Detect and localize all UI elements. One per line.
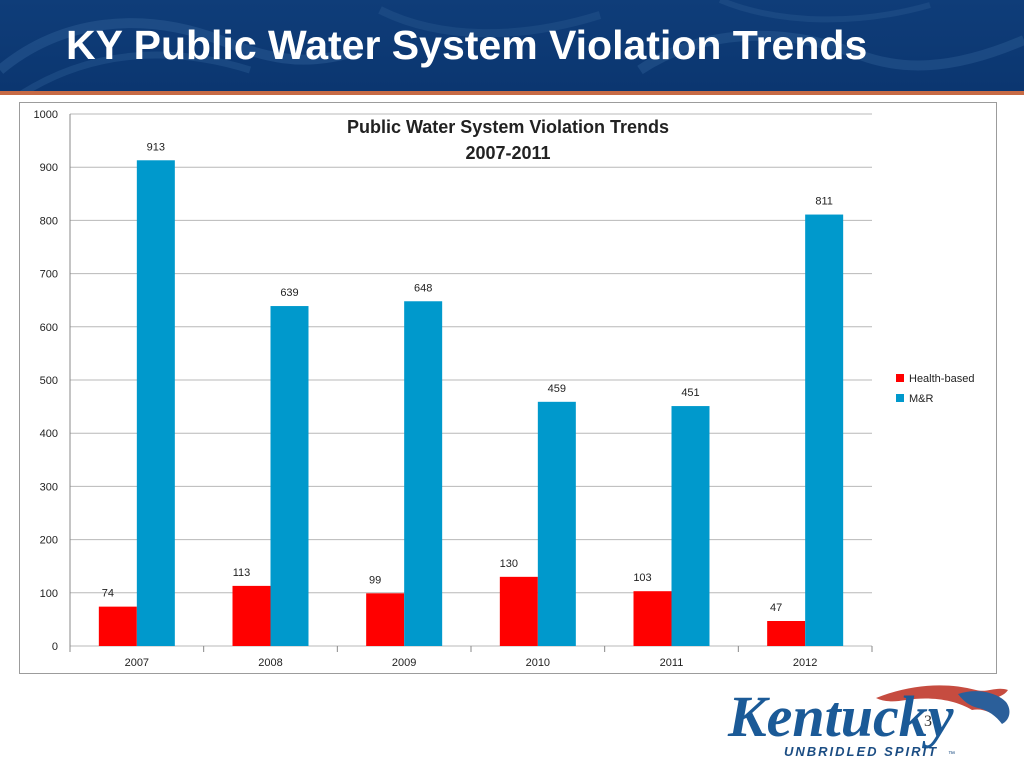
x-category-label: 2009 xyxy=(392,657,416,669)
x-category-label: 2008 xyxy=(258,657,282,669)
data-label: 811 xyxy=(815,196,833,208)
chart-gridlines xyxy=(69,113,873,652)
m-and-r-bar-2012 xyxy=(805,214,844,646)
y-tick-label: 400 xyxy=(40,428,58,440)
bar-chart: 0 100 200 300 400 500 600 700 800 900 1000 74 913 11… xyxy=(34,109,975,669)
chart-title: Public Water System Violation Trends xyxy=(347,117,669,137)
y-tick-label: 900 xyxy=(40,162,58,174)
y-tick-label: 300 xyxy=(40,481,58,493)
legend-swatch xyxy=(896,374,904,382)
x-axis-categories: 2007 2008 2009 2010 2011 2012 xyxy=(125,657,818,669)
slide-title: KY Public Water System Violation Trends xyxy=(66,22,868,68)
chart-bars xyxy=(98,160,844,646)
health-based-bar-2012 xyxy=(767,620,806,646)
data-label: 47 xyxy=(770,602,782,614)
header-divider xyxy=(0,91,1024,95)
data-label: 459 xyxy=(548,383,566,395)
legend-label: M&R xyxy=(909,393,934,405)
logo-trademark: ™ xyxy=(948,751,955,758)
x-category-label: 2007 xyxy=(125,657,149,669)
data-label: 113 xyxy=(233,567,251,579)
data-label: 74 xyxy=(102,588,114,600)
m-and-r-bar-2009 xyxy=(404,301,443,646)
x-category-label: 2012 xyxy=(793,657,817,669)
health-based-bar-2009 xyxy=(366,593,405,646)
m-and-r-bar-2008 xyxy=(270,306,309,646)
x-category-label: 2011 xyxy=(660,657,684,669)
x-category-label: 2010 xyxy=(526,657,550,669)
health-based-bar-2008 xyxy=(232,585,271,646)
m-and-r-bar-2011 xyxy=(671,406,710,646)
data-label: 913 xyxy=(147,141,165,153)
y-tick-label: 1000 xyxy=(34,109,58,121)
page-number: 3 xyxy=(924,713,932,730)
y-tick-label: 200 xyxy=(40,535,58,547)
data-label: 451 xyxy=(681,387,699,399)
data-label: 648 xyxy=(414,282,432,294)
y-tick-label: 0 xyxy=(52,641,58,653)
logo-tagline: UNBRIDLED SPIRIT xyxy=(784,744,938,759)
m-and-r-bar-2010 xyxy=(537,401,576,646)
legend-label: Health-based xyxy=(909,373,974,385)
slide-header: KY Public Water System Violation Trends xyxy=(0,0,1024,91)
kentucky-logo: Kentucky UNBRIDLED SPIRIT ™ xyxy=(727,684,1010,759)
y-tick-label: 700 xyxy=(40,269,58,281)
data-label: 130 xyxy=(500,558,518,570)
chart-data-labels: 74 913 113 639 99 648 130 459 103 451 47 811 xyxy=(102,141,833,614)
y-tick-label: 500 xyxy=(40,375,58,387)
logo-wordmark: Kentucky xyxy=(727,684,954,749)
health-based-bar-2010 xyxy=(499,576,538,646)
data-label: 103 xyxy=(633,572,651,584)
y-tick-label: 600 xyxy=(40,322,58,334)
y-tick-label: 100 xyxy=(40,588,58,600)
y-tick-label: 800 xyxy=(40,215,58,227)
header-swirl-pattern xyxy=(0,0,1024,91)
health-based-bar-2007 xyxy=(98,606,137,646)
horse-head-icon xyxy=(958,691,1010,724)
chart-frame: 0 100 200 300 400 500 600 700 800 900 1000 74 913 11… xyxy=(19,102,997,674)
y-axis-ticks: 0 100 200 300 400 500 600 700 800 900 1000 xyxy=(34,109,58,653)
data-label: 639 xyxy=(280,287,298,299)
legend-swatch xyxy=(896,394,904,402)
m-and-r-bar-2007 xyxy=(136,160,175,646)
chart-subtitle: 2007-2011 xyxy=(465,143,550,163)
health-based-bar-2011 xyxy=(633,591,672,646)
chart-legend: Health-based M&R xyxy=(896,373,974,405)
data-label: 99 xyxy=(369,574,381,586)
